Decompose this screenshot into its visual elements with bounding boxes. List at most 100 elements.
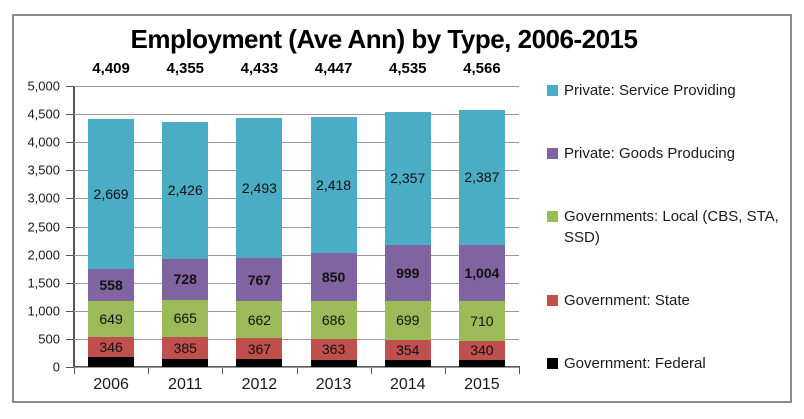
legend-label: Private: Service Providing	[564, 82, 736, 99]
bar-segment	[236, 358, 283, 367]
total-label: 4,447	[314, 60, 353, 77]
plot-area: 346 649 558 2,669 385 665 728 2,426 367 662 767 2,4…	[66, 86, 520, 374]
bar-segment-label: 850	[321, 268, 346, 285]
bar-segment-label: 662	[247, 311, 272, 328]
total-label: 4,409	[92, 60, 130, 77]
bar-segment	[458, 110, 505, 245]
y-tick-mark	[66, 86, 74, 87]
bar-segment-label: 558	[99, 276, 123, 293]
bar: 367 662 767 2,493	[236, 86, 283, 367]
y-tick-label: 2,500	[27, 219, 60, 234]
legend-swatch	[547, 295, 558, 306]
legend: Private: Service Providing Private: Goods…	[547, 80, 789, 374]
bar-segment	[310, 300, 357, 340]
legend-label: Government: State	[564, 292, 690, 309]
y-tick-label: 500	[38, 331, 60, 347]
bar-segment-label: 686	[321, 312, 346, 329]
y-tick-label: 3,500	[27, 162, 60, 178]
bar-segment	[88, 269, 135, 301]
y-tick-mark	[66, 170, 74, 172]
bar: 340 710 1,004 2,387	[458, 86, 505, 367]
legend-item: Governments: Local (CBS, STA, SSD)	[547, 206, 789, 248]
y-tick-mark	[66, 254, 74, 256]
x-tick-label: 2006	[93, 376, 129, 393]
bar-segment	[88, 356, 135, 367]
legend-swatch	[547, 211, 558, 222]
gridline	[74, 338, 519, 340]
bar-segment-label: 363	[321, 341, 346, 358]
totals-row: 4,409 4,355 4,433 4,447 4,535 4,566	[74, 60, 519, 82]
y-tick-label: 1,500	[27, 275, 60, 291]
y-tick-label: 5,000	[27, 78, 60, 94]
bar-segment	[458, 244, 505, 301]
y-tick-mark	[66, 310, 74, 312]
y-tick-label: 4,000	[27, 134, 60, 150]
bar-segment	[458, 359, 505, 367]
x-tick-mark	[444, 368, 446, 374]
x-tick-label: 2011	[168, 376, 203, 393]
x-axis-labels: 2006 2011 2012 2013 2014 2015	[74, 376, 519, 398]
bar-segment-label: 2,426	[167, 182, 203, 199]
bar-segment	[384, 244, 431, 301]
bar: 385 665 728 2,426	[162, 86, 209, 367]
chart-title: Employment (Ave Ann) by Type, 2006-2015	[130, 24, 638, 54]
legend-item: Private: Service Providing	[547, 80, 789, 101]
gridline	[74, 310, 519, 312]
x-tick-label: 2012	[241, 376, 278, 393]
bar-segment-label: 346	[99, 338, 123, 355]
legend-label: Governments: Local (CBS, STA, SSD)	[564, 208, 779, 246]
legend-item: Government: State	[547, 290, 789, 311]
y-axis-labels: 5,000 4,500 4,000 3,500 3,000 2,500 2,000 1,500…	[14, 79, 66, 375]
y-tick-mark	[66, 198, 74, 200]
total-label: 4,566	[463, 60, 501, 77]
gridline	[74, 170, 519, 172]
bar-segment-label: 385	[173, 339, 197, 356]
x-tick-label: 2014	[389, 376, 426, 393]
y-tick-mark	[66, 367, 74, 368]
x-tick-mark	[148, 368, 150, 374]
bar-segment	[310, 339, 357, 360]
gridline	[74, 198, 519, 200]
y-tick-label: 2,000	[27, 247, 60, 263]
y-tick-mark	[66, 338, 74, 340]
bar-segment-label: 699	[396, 312, 420, 329]
total-label: 4,535	[388, 60, 427, 77]
bar-segment	[162, 299, 209, 337]
bar-segment	[310, 117, 357, 253]
x-tick-mark	[222, 368, 224, 374]
bar-segment	[236, 338, 283, 359]
bar-segment	[162, 122, 209, 259]
bar-segment	[88, 337, 135, 357]
bar-segment-label: 1,004	[464, 264, 500, 281]
bar: 363 686 850 2,418	[310, 86, 357, 367]
gridline	[74, 367, 519, 368]
bar-segment-label: 2,357	[390, 170, 426, 187]
gridline	[74, 282, 519, 284]
bar-segment	[236, 257, 283, 302]
bar-segment-label: 2,493	[241, 179, 277, 196]
y-tick-mark	[66, 142, 74, 144]
bar-segment	[162, 358, 209, 367]
bar-segment	[384, 340, 431, 360]
bar-segment-label: 2,387	[464, 169, 500, 186]
legend-swatch	[547, 148, 558, 159]
legend-label: Government: Federal	[564, 355, 706, 372]
bar-segment	[384, 359, 431, 367]
bar: 354 699 999 2,357	[384, 86, 431, 367]
x-tick-mark	[74, 368, 75, 374]
bar-segment-label: 665	[173, 310, 197, 327]
bar-segment-label: 340	[470, 342, 494, 359]
y-tick-label: 1,000	[27, 303, 60, 319]
bar-segment	[236, 301, 283, 339]
bar-segment-label: 2,669	[93, 186, 129, 203]
y-tick-label: 0	[52, 359, 60, 375]
legend-swatch	[547, 358, 558, 369]
bar-segment	[162, 336, 209, 359]
bar-segment	[236, 117, 283, 258]
total-label: 4,433	[240, 60, 279, 77]
y-tick-label: 4,500	[27, 106, 60, 122]
bar-segment-label: 367	[247, 340, 272, 357]
x-tick-label: 2015	[464, 376, 500, 393]
bar-segment	[458, 340, 505, 360]
